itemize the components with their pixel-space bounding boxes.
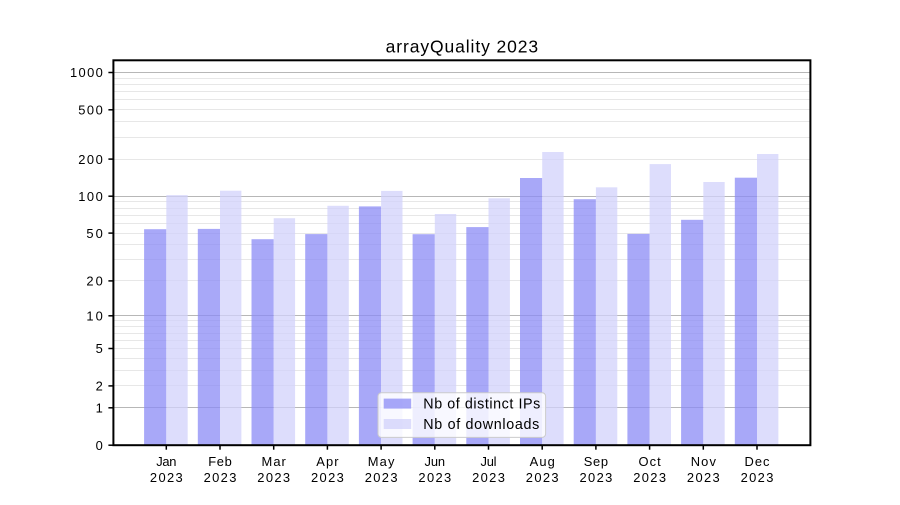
svg-text:1: 1 (96, 401, 103, 416)
svg-text:2023: 2023 (204, 470, 237, 485)
svg-text:Jan: Jan (156, 454, 176, 469)
svg-text:May: May (368, 454, 395, 469)
svg-text:Feb: Feb (208, 454, 232, 469)
svg-text:arrayQuality 2023: arrayQuality 2023 (386, 37, 539, 57)
svg-text:5: 5 (96, 341, 103, 356)
svg-text:0: 0 (96, 438, 103, 453)
svg-text:Sep: Sep (584, 454, 608, 469)
svg-text:2023: 2023 (365, 470, 398, 485)
svg-text:2023: 2023 (418, 470, 451, 485)
svg-text:2023: 2023 (633, 470, 666, 485)
svg-text:100: 100 (78, 189, 103, 204)
svg-text:1000: 1000 (70, 65, 103, 80)
svg-text:2023: 2023 (687, 470, 720, 485)
svg-text:Oct: Oct (638, 454, 661, 469)
svg-text:Mar: Mar (262, 454, 287, 469)
svg-text:2023: 2023 (472, 470, 505, 485)
svg-text:2023: 2023 (580, 470, 613, 485)
svg-text:Nb of distinct IPs: Nb of distinct IPs (423, 397, 540, 413)
svg-text:Nov: Nov (691, 454, 717, 469)
svg-text:Apr: Apr (316, 454, 339, 469)
svg-text:2023: 2023 (741, 470, 774, 485)
svg-text:2023: 2023 (150, 470, 183, 485)
svg-text:2023: 2023 (311, 470, 344, 485)
svg-text:200: 200 (78, 152, 103, 167)
svg-text:Jun: Jun (425, 454, 446, 469)
svg-text:Jul: Jul (481, 454, 497, 469)
svg-text:500: 500 (78, 103, 103, 118)
svg-text:2023: 2023 (257, 470, 290, 485)
svg-text:Dec: Dec (745, 454, 771, 469)
svg-text:2: 2 (96, 379, 103, 394)
svg-text:Nb of downloads: Nb of downloads (423, 417, 539, 433)
svg-text:Aug: Aug (530, 454, 555, 469)
svg-text:2023: 2023 (526, 470, 559, 485)
